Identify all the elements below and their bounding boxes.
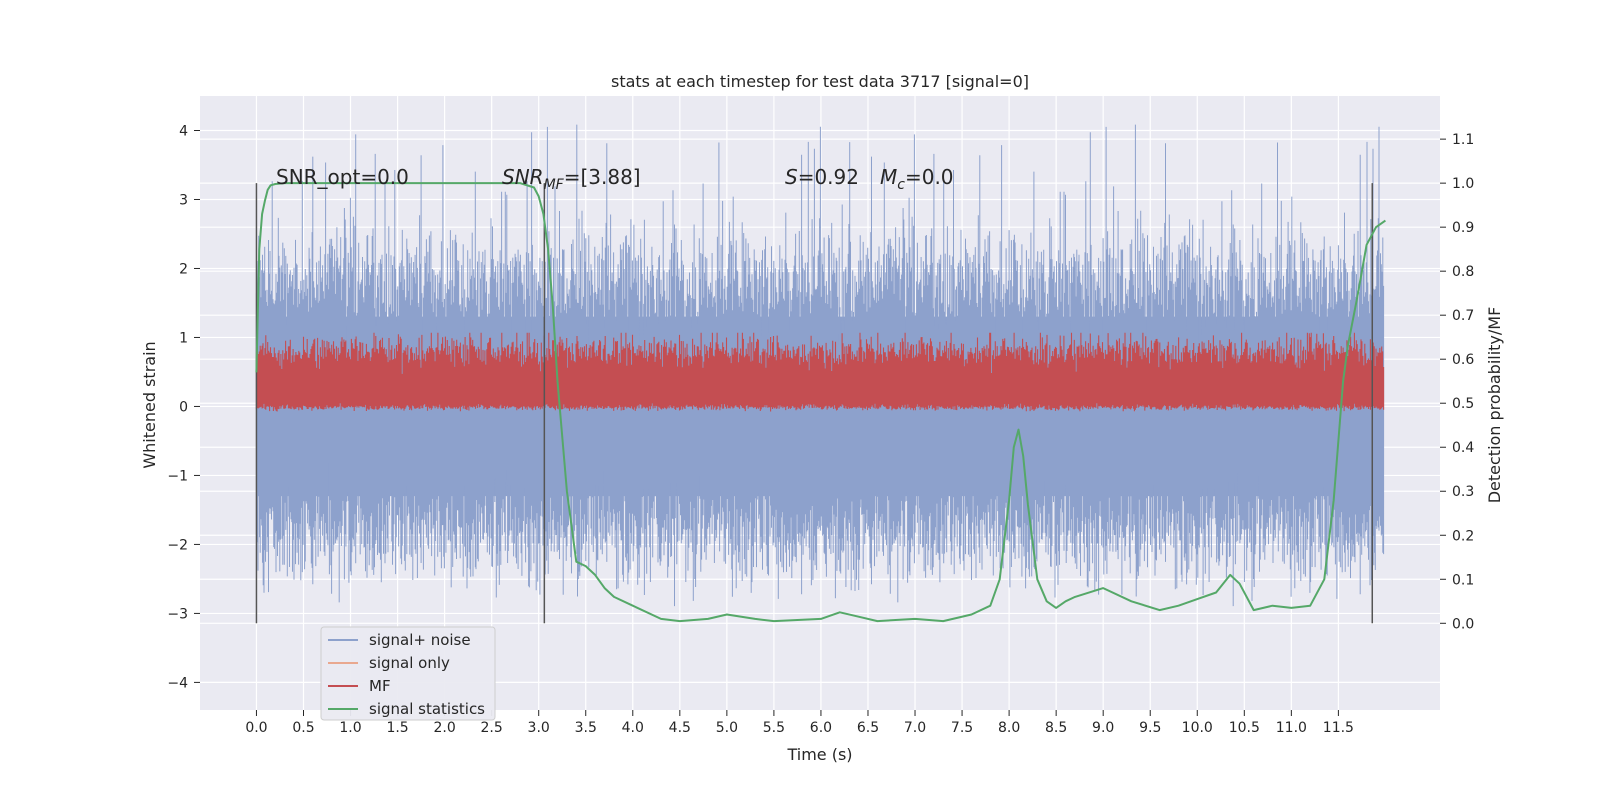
y-tick-label: 0 (179, 399, 188, 415)
snr-mf-subscript: MF (544, 177, 565, 193)
legend-label-signal-statistics: signal statistics (369, 700, 485, 718)
x-tick-label: 0.0 (245, 720, 267, 736)
y-tick-label: 4 (179, 123, 188, 139)
x-tick-label: 6.0 (810, 720, 832, 736)
snr-mf-label: SNR (502, 165, 544, 189)
y2-tick-label: 0.9 (1452, 220, 1474, 236)
y-tick-label: −4 (167, 675, 188, 691)
y2-tick-label: 1.1 (1452, 132, 1474, 148)
y2-tick-label: 0.7 (1452, 308, 1474, 324)
y2-tick-label: 0.0 (1452, 616, 1474, 632)
x-axis: 0.0 0.5 1.0 1.5 2.0 2.5 3.0 3.5 4.0 4.5 5.0 5.5 6.0 6… (245, 710, 1354, 736)
s-value: =0.92 (798, 165, 859, 189)
chart-title: stats at each timestep for test data 371… (611, 72, 1029, 91)
x-tick-label: 5.5 (763, 720, 785, 736)
y-tick-label: 1 (179, 330, 188, 346)
legend-box (320, 626, 496, 721)
y2-tick-label: 1.0 (1452, 176, 1474, 192)
annotation-mc: Mc=0.0 (880, 165, 954, 193)
legend-label-signal-only: signal only (369, 654, 450, 672)
x-axis-label: Time (s) (786, 745, 852, 764)
mc-subscript: c (897, 177, 905, 193)
signal-statistics-series (255, 182, 1386, 623)
y2-tick-label: 0.4 (1452, 440, 1474, 456)
x-tick-label: 7.5 (951, 720, 973, 736)
y2-tick-label: 0.1 (1452, 572, 1474, 588)
s-label: S (785, 165, 798, 189)
signal-statistics-line (255, 182, 1386, 623)
x-tick-label: 10.5 (1229, 720, 1260, 736)
x-tick-label: 6.5 (857, 720, 879, 736)
mc-label: M (880, 165, 897, 189)
y-tick-label: −3 (167, 606, 188, 622)
x-tick-label: 9.0 (1092, 720, 1114, 736)
x-tick-label: 1.0 (339, 720, 361, 736)
y2-tick-label: 0.5 (1452, 396, 1474, 412)
y2-tick-label: 0.2 (1452, 528, 1474, 544)
y-tick-label: 2 (179, 261, 188, 277)
legend-label-signal-noise: signal+ noise (369, 631, 471, 649)
annotation-s: S=0.92 (785, 165, 859, 189)
annotation-snr-opt: SNR_opt=0.0 (276, 165, 409, 189)
x-tick-label: 8.0 (998, 720, 1020, 736)
y2-tick-label: 0.3 (1452, 484, 1474, 500)
x-tick-label: 11.0 (1276, 720, 1307, 736)
y-axis-left: 4 3 2 1 0 −1 −2 −3 −4 (167, 123, 200, 691)
y-axis-right: 1.1 1.0 0.9 0.8 0.7 0.6 0.5 0.4 0.3 0.2 0.1 0.0 (1440, 132, 1474, 632)
annotation-snr-mf: SNRMF=[3.88] (502, 165, 641, 193)
y-tick-label: −1 (167, 468, 188, 484)
vertical-markers (255, 183, 1374, 624)
x-tick-label: 5.0 (716, 720, 738, 736)
x-tick-label: 4.0 (622, 720, 644, 736)
x-tick-label: 3.5 (575, 720, 597, 736)
x-tick-label: 8.5 (1045, 720, 1067, 736)
y2-axis-label: Detection probability/MF (1485, 307, 1504, 504)
x-tick-label: 2.5 (481, 720, 503, 736)
y2-tick-label: 0.6 (1452, 352, 1474, 368)
mc-value: =0.0 (905, 165, 954, 189)
x-tick-label: 11.5 (1323, 720, 1354, 736)
x-tick-label: 9.5 (1139, 720, 1161, 736)
y-axis-label: Whitened strain (140, 341, 159, 468)
legend-label-mf: MF (369, 677, 391, 695)
x-tick-label: 3.0 (528, 720, 550, 736)
x-tick-label: 10.0 (1182, 720, 1213, 736)
x-tick-label: 7.0 (904, 720, 926, 736)
legend: signal+ noise signal only MF signal stat… (320, 626, 496, 721)
x-tick-label: 2.0 (433, 720, 455, 736)
y-tick-label: 3 (179, 192, 188, 208)
y-tick-label: −2 (167, 537, 188, 553)
x-tick-label: 1.5 (386, 720, 408, 736)
snr-mf-value: =[3.88] (564, 165, 641, 189)
x-tick-label: 0.5 (292, 720, 314, 736)
x-tick-label: 4.5 (669, 720, 691, 736)
y2-tick-label: 0.8 (1452, 264, 1474, 280)
